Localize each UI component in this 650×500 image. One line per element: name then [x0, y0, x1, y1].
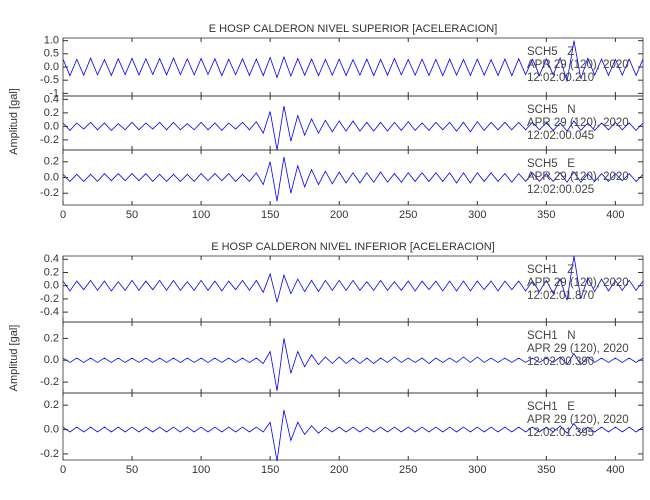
x-tick-label: 0	[60, 464, 66, 476]
date-label: APR 29 (120), 2020	[527, 171, 629, 183]
x-tick-label: 350	[537, 209, 555, 221]
waveform	[62, 255, 644, 303]
station-label: SCH1 E	[527, 401, 575, 413]
station-label: SCH5 Z	[527, 46, 574, 58]
y-tick-label: 0.2	[44, 266, 59, 278]
x-tick-label: 100	[192, 209, 210, 221]
x-tick-label: 400	[606, 464, 624, 476]
y-tick-label: -1	[49, 87, 59, 99]
x-tick-label: 300	[468, 464, 486, 476]
x-tick-label: 250	[399, 209, 417, 221]
date-label: APR 29 (120), 2020	[527, 277, 629, 289]
x-tick-label: 200	[330, 209, 348, 221]
y-tick-label: 0.2	[44, 156, 59, 168]
waveform	[62, 156, 644, 202]
y-tick-label: -0.2	[40, 376, 59, 388]
station-label: SCH5 E	[527, 158, 575, 170]
station-label: SCH5 N	[527, 104, 576, 116]
y-tick-label: 0.0	[44, 171, 59, 183]
station-label: SCH1 N	[527, 330, 576, 342]
waveform	[62, 40, 644, 82]
time-label: 12:02:00.045	[527, 130, 594, 142]
y-tick-label: -0.2	[40, 293, 59, 305]
time-label: 12:02:01.395	[527, 427, 594, 439]
x-tick-label: 100	[192, 464, 210, 476]
x-tick-label: 150	[261, 464, 279, 476]
y-tick-label: 0.2	[44, 399, 59, 411]
x-tick-label: 300	[468, 209, 486, 221]
date-label: APR 29 (120), 2020	[527, 414, 629, 426]
y-tick-label: 0.0	[44, 354, 59, 366]
time-label: 12:02:00.210	[527, 72, 594, 84]
y-tick-label: -0.4	[40, 306, 59, 318]
y-tick-label: 0.0	[44, 120, 59, 132]
waveform	[62, 106, 644, 151]
x-tick-label: 400	[606, 209, 624, 221]
y-tick-label: 0.0	[44, 423, 59, 435]
time-label: 12:02:01.870	[527, 290, 594, 302]
x-tick-label: 50	[126, 209, 138, 221]
panel-frame	[62, 149, 644, 206]
y-tick-label: -0.2	[40, 134, 59, 146]
y-tick-label: 0.2	[44, 107, 59, 119]
x-tick-label: 50	[126, 464, 138, 476]
y-tick-label: 0.2	[44, 332, 59, 344]
x-tick-label: 250	[399, 464, 417, 476]
chart-title: E HOSP CALDERON NIVEL SUPERIOR [ACELERAC…	[209, 23, 498, 35]
y-tick-label: 0.4	[44, 93, 59, 105]
y-tick-label: -0.2	[40, 187, 59, 199]
waveform	[62, 409, 644, 462]
y-axis-label: Amplitud [gal]	[8, 88, 20, 155]
y-tick-label: 1.0	[44, 35, 59, 47]
date-label: APR 29 (120), 2020	[527, 117, 629, 129]
y-tick-label: 0.4	[44, 253, 59, 265]
chart-title: E HOSP CALDERON NIVEL INFERIOR [ACELERAC…	[211, 241, 495, 253]
time-label: 12:02:00.390	[527, 356, 594, 368]
x-tick-label: 150	[261, 209, 279, 221]
y-tick-label: 0.0	[44, 280, 59, 292]
panel-frame	[62, 392, 644, 461]
x-tick-label: 200	[330, 464, 348, 476]
y-tick-label: -0.2	[40, 448, 59, 460]
time-label: 12:02:00.025	[527, 184, 594, 196]
x-tick-label: 0	[60, 209, 66, 221]
y-axis-label: Amplitud [gal]	[8, 325, 20, 392]
y-tick-label: 0.0	[44, 61, 59, 73]
waveform	[62, 338, 644, 391]
y-tick-label: -0.5	[40, 74, 59, 86]
station-label: SCH1 Z	[527, 264, 574, 276]
date-label: APR 29 (120), 2020	[527, 59, 629, 71]
x-tick-label: 350	[537, 464, 555, 476]
y-tick-label: 0.5	[44, 48, 59, 60]
date-label: APR 29 (120), 2020	[527, 343, 629, 355]
